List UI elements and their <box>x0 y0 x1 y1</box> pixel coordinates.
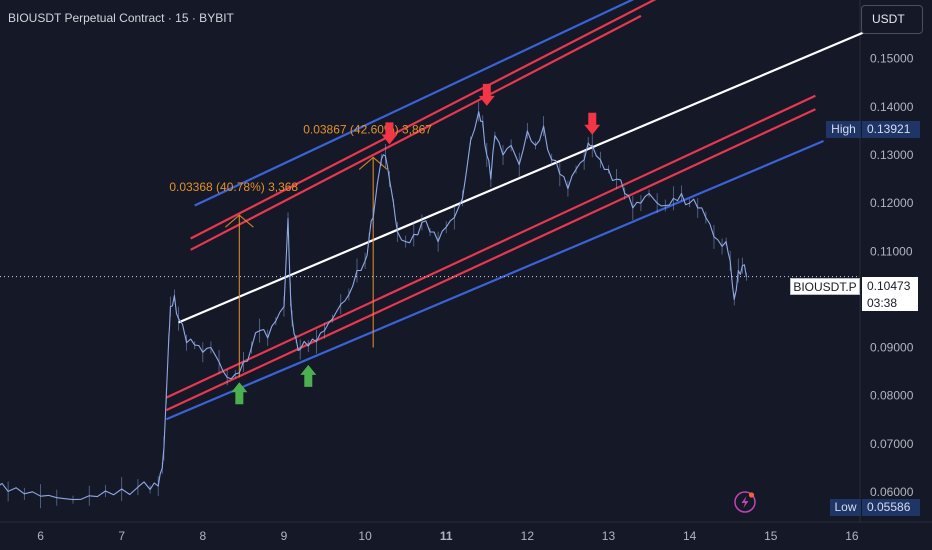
x-tick-label: 8 <box>199 529 206 543</box>
y-tick-label: 0.13000 <box>870 148 914 162</box>
y-tick-label: 0.14000 <box>870 100 914 114</box>
low-label: Low <box>830 499 861 516</box>
high-value: 0.13921 <box>862 121 920 138</box>
channel-line-lower-red-2[interactable] <box>165 108 816 412</box>
arrow-down-icon[interactable] <box>478 83 495 106</box>
x-tick-label: 7 <box>118 529 125 543</box>
x-tick-label: 11 <box>440 529 453 543</box>
measure-label: 0.03867 (42.60%) 3,867 <box>303 122 432 136</box>
x-tick-label: 6 <box>37 529 44 543</box>
currency-button[interactable]: USDT <box>861 5 923 34</box>
x-tick-label: 12 <box>521 529 535 543</box>
arrow-down-icon[interactable] <box>584 112 601 135</box>
y-tick-label: 0.15000 <box>870 52 914 66</box>
y-tick-label: 0.06000 <box>870 485 914 499</box>
arrow-up-icon[interactable] <box>231 382 248 405</box>
symbol-label: BIOUSDT.P <box>790 278 860 295</box>
low-value: 0.05586 <box>862 499 920 516</box>
channel-line-upper-blue[interactable] <box>194 0 641 207</box>
channel-line-upper-red-1[interactable] <box>190 0 658 240</box>
y-tick-label: 0.07000 <box>870 437 914 451</box>
arrow-down-icon[interactable] <box>381 122 398 145</box>
y-tick-label: 0.12000 <box>870 196 914 210</box>
bar-countdown: 03:38 <box>862 295 918 311</box>
arrow-up-icon[interactable] <box>300 364 317 387</box>
y-tick-label: 0.08000 <box>870 389 914 403</box>
last-price-value: 0.10473 <box>862 277 918 295</box>
high-label: High <box>826 121 861 138</box>
measure-label: 0.03368 (40.78%) 3,368 <box>169 180 298 194</box>
channel-line-upper-red-2[interactable] <box>190 14 642 251</box>
x-tick-label: 15 <box>764 529 778 543</box>
x-tick-label: 13 <box>602 529 616 543</box>
measure-arrowhead <box>358 156 388 170</box>
chart-title: BIOUSDT Perpetual Contract · 15 · BYBIT <box>8 11 234 25</box>
measure-arrowhead <box>224 214 254 228</box>
x-tick-label: 14 <box>683 529 697 543</box>
x-tick-label: 10 <box>358 529 372 543</box>
y-tick-label: 0.09000 <box>870 341 914 355</box>
channel-line-lower-red-1[interactable] <box>165 94 816 399</box>
x-tick-label: 9 <box>281 529 288 543</box>
channel-line-lower-blue[interactable] <box>165 140 824 421</box>
y-tick-label: 0.11000 <box>870 244 913 258</box>
channel-line-midline[interactable] <box>178 31 865 324</box>
x-tick-label: 16 <box>845 529 859 543</box>
lightning-alert-icon[interactable] <box>734 491 756 513</box>
